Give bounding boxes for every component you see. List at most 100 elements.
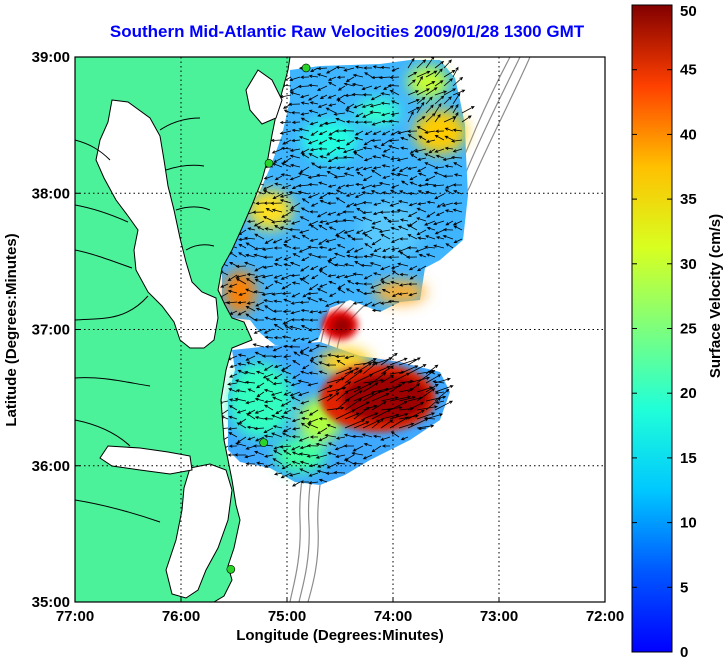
velocity-arrow [355,166,364,171]
velocity-arrow [306,291,319,296]
velocity-arrow [289,175,301,181]
velocity-arrow [398,200,409,204]
velocity-arrow [271,220,283,224]
velocity-arrow [346,234,355,240]
velocity-arrow [298,452,310,456]
velocity-arrow [271,148,283,154]
velocity-arrow [227,289,238,294]
velocity-arrow [363,66,372,70]
velocity-arrow [273,450,283,456]
y-tick-label: 38:00 [32,185,70,202]
velocity-arrow [461,115,472,123]
velocity-arrow [263,175,274,180]
velocity-arrow [245,305,256,312]
velocity-vectors [216,57,475,487]
velocity-arrow [324,433,337,438]
velocity-arrow [363,254,373,259]
velocity-arrow [342,129,355,133]
velocity-arrow [407,409,425,420]
velocity-arrow [307,139,319,145]
velocity-arrow [324,121,337,126]
velocity-arrow [307,253,319,258]
velocity-arrow [453,225,463,231]
velocity-arrow [442,235,454,240]
velocity-arrow [362,112,373,118]
velocity-arrow [417,236,427,240]
velocity-arrow [443,105,454,114]
velocity-arrow [361,433,373,438]
velocity-arrow [407,166,418,170]
velocity-arrow [234,397,247,402]
velocity-arrow [452,111,459,123]
velocity-arrow [288,228,301,232]
velocity-arrow [425,70,438,78]
velocity-arrow [389,75,400,80]
velocity-arrow [343,433,355,438]
velocity-arrow [353,362,372,375]
velocity-arrow [288,472,301,477]
velocity-arrow [280,472,292,479]
velocity-arrow [356,289,364,294]
velocity-arrow [362,412,379,420]
velocity-arrow [407,402,425,411]
velocity-arrow [256,461,265,465]
velocity-arrow [282,219,292,223]
velocity-arrow [291,138,301,143]
velocity-arrow [409,175,418,181]
velocity-arrow [238,243,247,249]
velocity-arrow [238,292,247,296]
velocity-arrow [273,262,283,267]
velocity-arrow [380,233,391,240]
velocity-arrow [362,454,373,460]
velocity-arrow [279,193,292,198]
velocity-arrow [417,166,427,173]
velocity-arrow [300,207,310,213]
velocity-arrow [436,202,445,208]
velocity-arrow [407,134,418,141]
velocity-arrow [344,369,363,384]
velocity-arrow [346,247,355,254]
velocity-arrow [353,392,375,402]
velocity-arrow [407,364,427,375]
velocity-arrow [238,237,247,242]
velocity-arrow [362,404,378,411]
velocity-arrow [400,436,409,441]
velocity-arrow [237,353,247,357]
y-axis-ticks: 39:00 38:00 37:00 36:00 35:00 [32,49,80,611]
velocity-arrow [424,182,436,186]
velocity-arrow [334,252,346,258]
velocity-arrow [333,112,346,116]
velocity-arrow [289,154,301,159]
velocity-arrow [252,343,265,348]
velocity-arrow [425,96,433,105]
velocity-arrow [288,102,301,106]
velocity-arrow [380,199,391,204]
colorbar-tick-label: 45 [680,62,697,79]
velocity-arrow [256,360,265,366]
velocity-arrow [353,255,364,259]
velocity-arrow [300,337,310,341]
velocity-arrow [306,297,319,303]
velocity-arrow [263,364,274,371]
velocity-arrow [416,388,436,402]
velocity-arrow [318,245,328,250]
velocity-arrow [289,148,301,152]
velocity-arrow [334,263,346,267]
velocity-arrow [253,318,265,322]
velocity-arrow [288,191,301,195]
velocity-arrow [434,68,443,78]
velocity-arrow [407,282,418,286]
velocity-arrow [272,346,283,352]
velocity-arrow [353,382,373,393]
velocity-arrow [326,406,345,411]
velocity-arrow [299,277,310,285]
velocity-arrow [226,301,238,305]
velocity-arrow [416,412,436,420]
velocity-arrow [352,272,364,276]
velocity-arrow [425,235,436,240]
velocity-arrow [315,442,328,447]
velocity-arrow [417,183,427,188]
velocity-arrow [300,325,310,330]
velocity-arrow [371,238,382,246]
velocity-arrow [272,382,283,386]
